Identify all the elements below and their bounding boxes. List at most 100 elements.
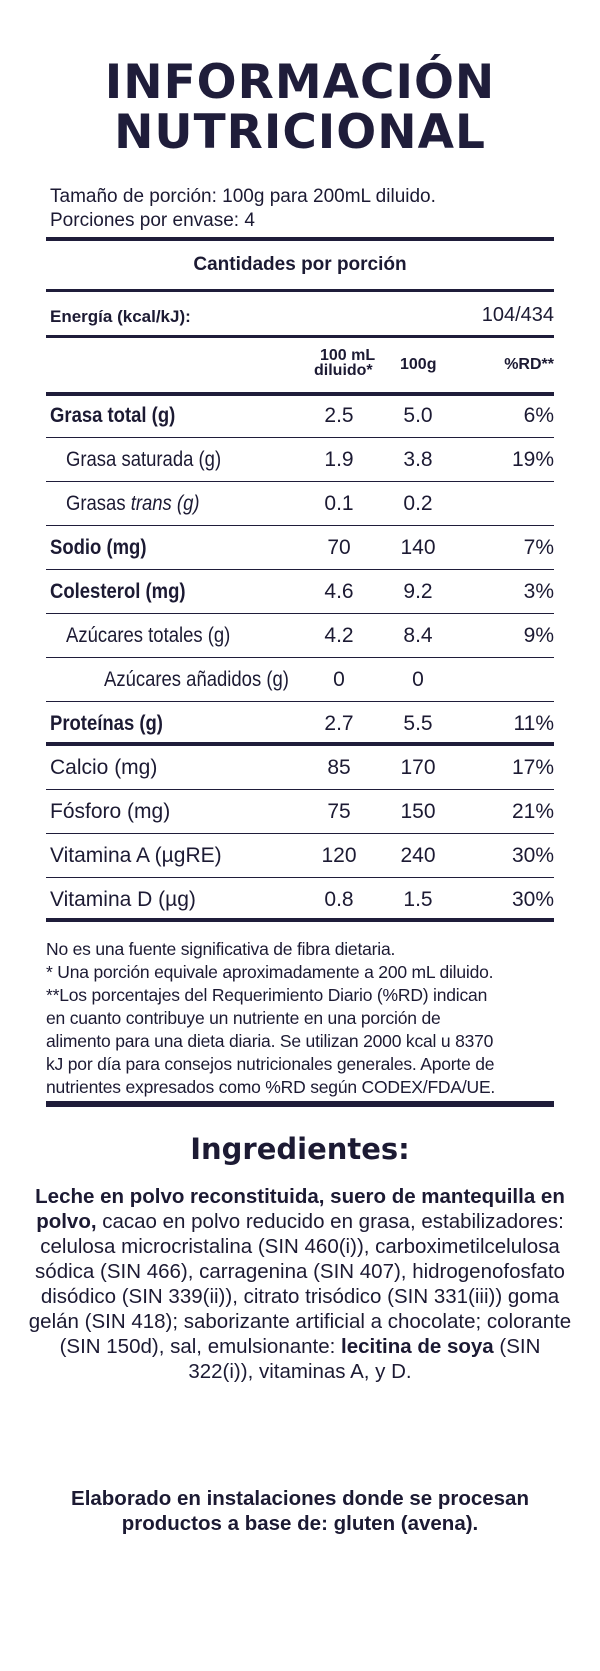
value-grams: 9.2 (403, 580, 433, 603)
nutrient-label: Vitamina D (µg) (50, 888, 196, 911)
column-header-diluted: 100 mL diluido* (314, 347, 376, 379)
value-diluted: 0.8 (324, 888, 354, 911)
value-diluted: 120 (321, 844, 357, 867)
value-diluted: 1.9 (324, 448, 354, 471)
row-divider (46, 480, 554, 482)
value-diluted: 75 (327, 800, 351, 823)
serving-size: Tamaño de porción: 100g para 200mL dilui… (50, 186, 436, 207)
divider (46, 335, 554, 338)
column-header-diluted-line2: diluido* (314, 362, 373, 379)
value-rd: 19% (511, 448, 554, 471)
nutrient-label-text: Grasas (66, 492, 131, 515)
column-header-diluted-line1: 100 mL (320, 347, 376, 364)
ingredients-end: (SIN 322(i)), vitaminas A, y D. (188, 1335, 541, 1383)
nutrient-label: Sodio (mg) (50, 536, 147, 559)
nutrient-label: Fósforo (mg) (50, 800, 171, 823)
serving-info: Tamaño de porción: 100g para 200mL dilui… (50, 185, 436, 233)
footnote-line: kJ por día para consejos nutricionales g… (46, 1054, 495, 1074)
footnote-line: No es una fuente significativa de fibra … (46, 939, 396, 959)
footnotes: No es una fuente significativa de fibra … (46, 938, 566, 1099)
footnote-line: **Los porcentajes del Requerimiento Diar… (46, 985, 488, 1005)
nutrient-label: Azúcares totales (g) (66, 624, 231, 647)
nutrient-label: Grasa saturada (g) (66, 448, 222, 471)
nutrient-label: Azúcares añadidos (g) (104, 668, 289, 691)
value-diluted: 70 (327, 536, 351, 559)
value-grams: 5.5 (403, 712, 433, 735)
value-rd: 3% (523, 580, 554, 603)
row-divider (46, 742, 554, 746)
nutrient-label: Proteínas (g) (50, 712, 163, 735)
row-divider (46, 568, 554, 570)
value-rd: 30% (511, 844, 554, 867)
row-divider (46, 656, 554, 658)
value-diluted: 4.2 (324, 624, 354, 647)
ingredients-bold-lecithin: lecitina de soya (341, 1335, 494, 1358)
table-row: Colesterol (mg) 4.6 9.2 3% (46, 570, 554, 614)
footnote-line: nutrientes expresados como %RD según COD… (46, 1077, 496, 1097)
title-line-1: INFORMACIÓN (104, 55, 496, 110)
row-divider (46, 832, 554, 834)
nutrient-label-italic: trans (g) (130, 492, 200, 515)
footnote-line: * Una porción equivale aproximadamente a… (46, 962, 494, 982)
page-title: INFORMACIÓN NUTRICIONAL (46, 58, 554, 158)
footnote-line: en cuanto contribuye un nutriente en una… (46, 1008, 441, 1028)
table-row: Grasa total (g) 2.5 5.0 6% (46, 394, 554, 438)
footnote-line: alimento para una dieta diaria. Se utili… (46, 1031, 494, 1051)
ingredients-bold-intro: Leche en polvo reconstituida, suero de m… (35, 1185, 565, 1233)
divider (46, 918, 554, 922)
value-diluted: 0.1 (324, 492, 354, 515)
table-row: Grasas trans (g) 0.1 0.2 (46, 482, 554, 526)
table-row: Vitamina A (µgRE) 120 240 30% (46, 834, 554, 878)
energy-label: Energía (kcal/kJ): (50, 307, 191, 326)
value-grams: 1.5 (403, 888, 433, 911)
value-grams: 170 (400, 756, 436, 779)
ingredients-text: Leche en polvo reconstituida, suero de m… (26, 1184, 574, 1384)
ingredients-main: cacao en polvo reducido en grasa, estabi… (28, 1210, 572, 1358)
energy-value: 104/434 (481, 304, 554, 326)
value-diluted: 2.7 (324, 712, 354, 735)
table-row: Grasa saturada (g) 1.9 3.8 19% (46, 438, 554, 482)
amounts-header: Cantidades por porción (193, 254, 407, 275)
divider (46, 1101, 554, 1107)
value-grams: 5.0 (403, 404, 433, 427)
title-line-2: NUTRICIONAL (114, 105, 486, 160)
value-grams: 0 (412, 668, 424, 691)
allergen-note: Elaborado en instalaciones donde se proc… (71, 1487, 529, 1535)
column-header-grams: 100g (400, 356, 437, 373)
value-rd: 6% (523, 404, 554, 427)
value-rd: 17% (511, 756, 554, 779)
value-rd: 11% (513, 712, 554, 735)
nutrient-label: Colesterol (mg) (50, 580, 186, 603)
row-divider (46, 524, 554, 526)
value-grams: 8.4 (403, 624, 433, 647)
row-divider (46, 612, 554, 614)
table-row: Proteínas (g) 2.7 5.5 11% (46, 702, 554, 746)
nutrient-label: Grasa total (g) (50, 404, 176, 427)
nutrient-label: Calcio (mg) (50, 756, 158, 779)
column-header-rd: %RD** (504, 356, 554, 373)
value-grams: 240 (400, 844, 436, 867)
value-diluted: 2.5 (324, 404, 354, 427)
value-grams: 0.2 (403, 492, 433, 515)
value-grams: 140 (400, 536, 436, 559)
value-diluted: 4.6 (324, 580, 354, 603)
value-rd: 30% (511, 888, 554, 911)
servings-per-container: Porciones por envase: 4 (50, 210, 255, 231)
row-divider (46, 700, 554, 702)
divider (46, 237, 554, 241)
row-divider (46, 436, 554, 438)
table-row: Fósforo (mg) 75 150 21% (46, 790, 554, 834)
ingredients-title: Ingredientes: (190, 1132, 410, 1166)
table-row: Azúcares añadidos (g) 0 0 (46, 658, 554, 702)
value-diluted: 85 (327, 756, 351, 779)
nutrient-label: Vitamina A (µgRE) (50, 844, 222, 867)
table-row: Sodio (mg) 70 140 7% (46, 526, 554, 570)
value-diluted: 0 (333, 668, 345, 691)
divider (46, 392, 554, 396)
value-grams: 150 (400, 800, 436, 823)
value-rd: 7% (523, 536, 554, 559)
table-row: Vitamina D (µg) 0.8 1.5 30% (46, 878, 554, 922)
value-rd: 21% (511, 800, 554, 823)
divider (46, 289, 554, 292)
table-row: Calcio (mg) 85 170 17% (46, 746, 554, 790)
